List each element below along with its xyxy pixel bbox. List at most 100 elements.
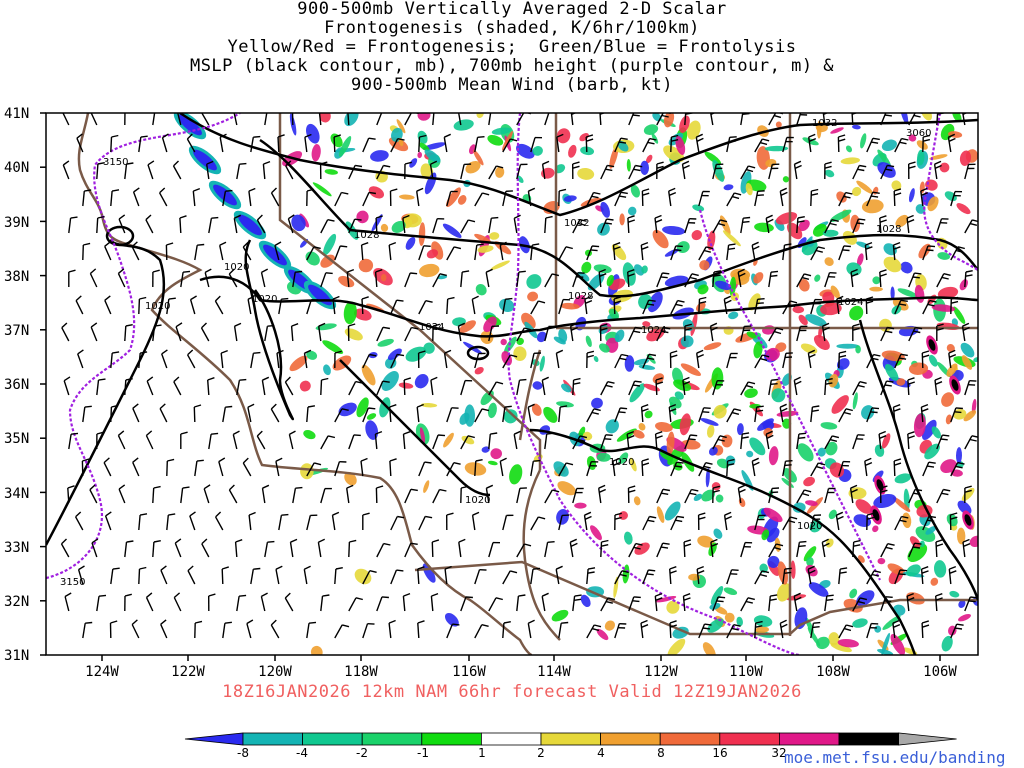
- wind-barb: [530, 459, 541, 477]
- shading-blob: [330, 133, 343, 148]
- shading-blob: [663, 145, 685, 163]
- shading-blob: [366, 413, 377, 420]
- wind-barb: [117, 268, 126, 288]
- wind-barb: [446, 512, 454, 531]
- title-line-1: 900-500mb Vertically Averaged 2-D Scalar: [297, 0, 727, 19]
- shading-blob: [457, 195, 467, 205]
- wind-barb: [765, 430, 774, 450]
- title-line-5: 900-500mb Mean Wind (barb, kt): [350, 75, 674, 95]
- wind-barb: [866, 622, 879, 639]
- wind-barb: [256, 430, 266, 450]
- shading-blob: [688, 573, 700, 581]
- colorbar-label: -1: [417, 746, 429, 760]
- shading-blob: [338, 275, 355, 288]
- colorbar-box: [302, 732, 363, 746]
- shading-blob: [715, 280, 732, 291]
- shading-blob: [178, 114, 202, 136]
- wind-barb: [471, 511, 480, 531]
- wind-barb: [516, 543, 532, 558]
- wind-barb: [260, 592, 268, 612]
- shading-blob: [820, 422, 838, 430]
- lat-label: 40N: [4, 160, 29, 176]
- shading-blob: [614, 329, 625, 343]
- wind-barb: [274, 241, 282, 261]
- wind-barb: [502, 190, 513, 207]
- wind-barb: [642, 137, 657, 153]
- wind-barb: [921, 350, 930, 369]
- wind-barb: [586, 567, 596, 585]
- wind-barb: [131, 241, 140, 261]
- wind-barb: [264, 540, 275, 558]
- wind-barb: [810, 462, 826, 477]
- shading-blob: [310, 645, 323, 655]
- wind-barb: [194, 243, 205, 261]
- wind-barb: [432, 323, 441, 342]
- wind-barb: [628, 596, 641, 612]
- wind-barb: [228, 484, 238, 504]
- wind-barb: [684, 488, 699, 504]
- wind-barb: [669, 350, 678, 369]
- wind-barb: [964, 485, 972, 504]
- wind-barb: [751, 241, 760, 261]
- shading-blob: [777, 561, 789, 585]
- wind-barb: [376, 542, 391, 558]
- shading-blob: [354, 568, 372, 585]
- wind-barb: [866, 570, 881, 585]
- wind-barb: [488, 541, 501, 558]
- wind-barb: [627, 485, 636, 504]
- shading-blob: [701, 489, 716, 502]
- wind-barb: [67, 485, 75, 504]
- wind-barb: [334, 350, 342, 369]
- wind-barb: [614, 512, 622, 531]
- shading-blob: [424, 149, 441, 163]
- site-url[interactable]: moe.met.fsu.edu/banding: [784, 748, 1006, 767]
- wind-barb: [152, 113, 156, 126]
- wind-barb: [880, 596, 893, 612]
- shading-blob: [771, 388, 786, 403]
- wind-barb: [275, 565, 283, 585]
- mslp-label: 1032: [564, 218, 589, 229]
- shading-blob: [946, 363, 958, 377]
- wind-barb: [145, 430, 154, 450]
- wind-barb: [751, 457, 760, 477]
- shading-blob: [323, 364, 331, 376]
- shading-blob: [761, 529, 770, 541]
- wind-barb: [682, 376, 691, 396]
- wind-barb: [457, 113, 462, 126]
- wind-barb: [782, 136, 794, 153]
- wind-barb: [530, 243, 540, 261]
- shading-blob: [626, 159, 631, 172]
- shading-blob: [837, 638, 859, 648]
- wind-barb: [430, 592, 439, 612]
- shading-blob: [877, 557, 886, 565]
- shading-blob: [306, 123, 320, 144]
- wind-barb: [726, 192, 742, 207]
- wind-barb: [166, 458, 175, 477]
- wind-barb: [374, 430, 383, 450]
- wind-barb: [740, 541, 753, 558]
- wind-barb: [89, 268, 98, 288]
- lat-label: 34N: [4, 486, 29, 502]
- shading-blob: [656, 595, 677, 603]
- shading-blob: [487, 402, 497, 419]
- shading-blob: [640, 160, 649, 176]
- wind-barb: [569, 538, 578, 558]
- lon-label: 122W: [171, 664, 205, 680]
- wind-barbs: [60, 113, 978, 639]
- shading-blob: [705, 468, 710, 488]
- shading-blob: [715, 494, 724, 503]
- title-line-2: Frontogenesis (shaded, K/6hr/100km): [324, 18, 700, 38]
- wind-barb: [668, 187, 677, 207]
- wind-barb: [948, 349, 957, 369]
- lon-label: 116W: [452, 664, 486, 680]
- wind-barb: [586, 191, 601, 207]
- wind-barb: [656, 326, 671, 342]
- wind-barb: [457, 322, 466, 342]
- shading-blob: [852, 618, 868, 628]
- shading-blob: [768, 446, 779, 466]
- wind-barb: [628, 542, 643, 558]
- colorbar-labels: -8 -4 -2 -1 1 2 4 8 16 32: [237, 746, 787, 760]
- wind-barb: [838, 460, 851, 477]
- wind-barb: [488, 113, 492, 126]
- wind-barb: [740, 381, 756, 396]
